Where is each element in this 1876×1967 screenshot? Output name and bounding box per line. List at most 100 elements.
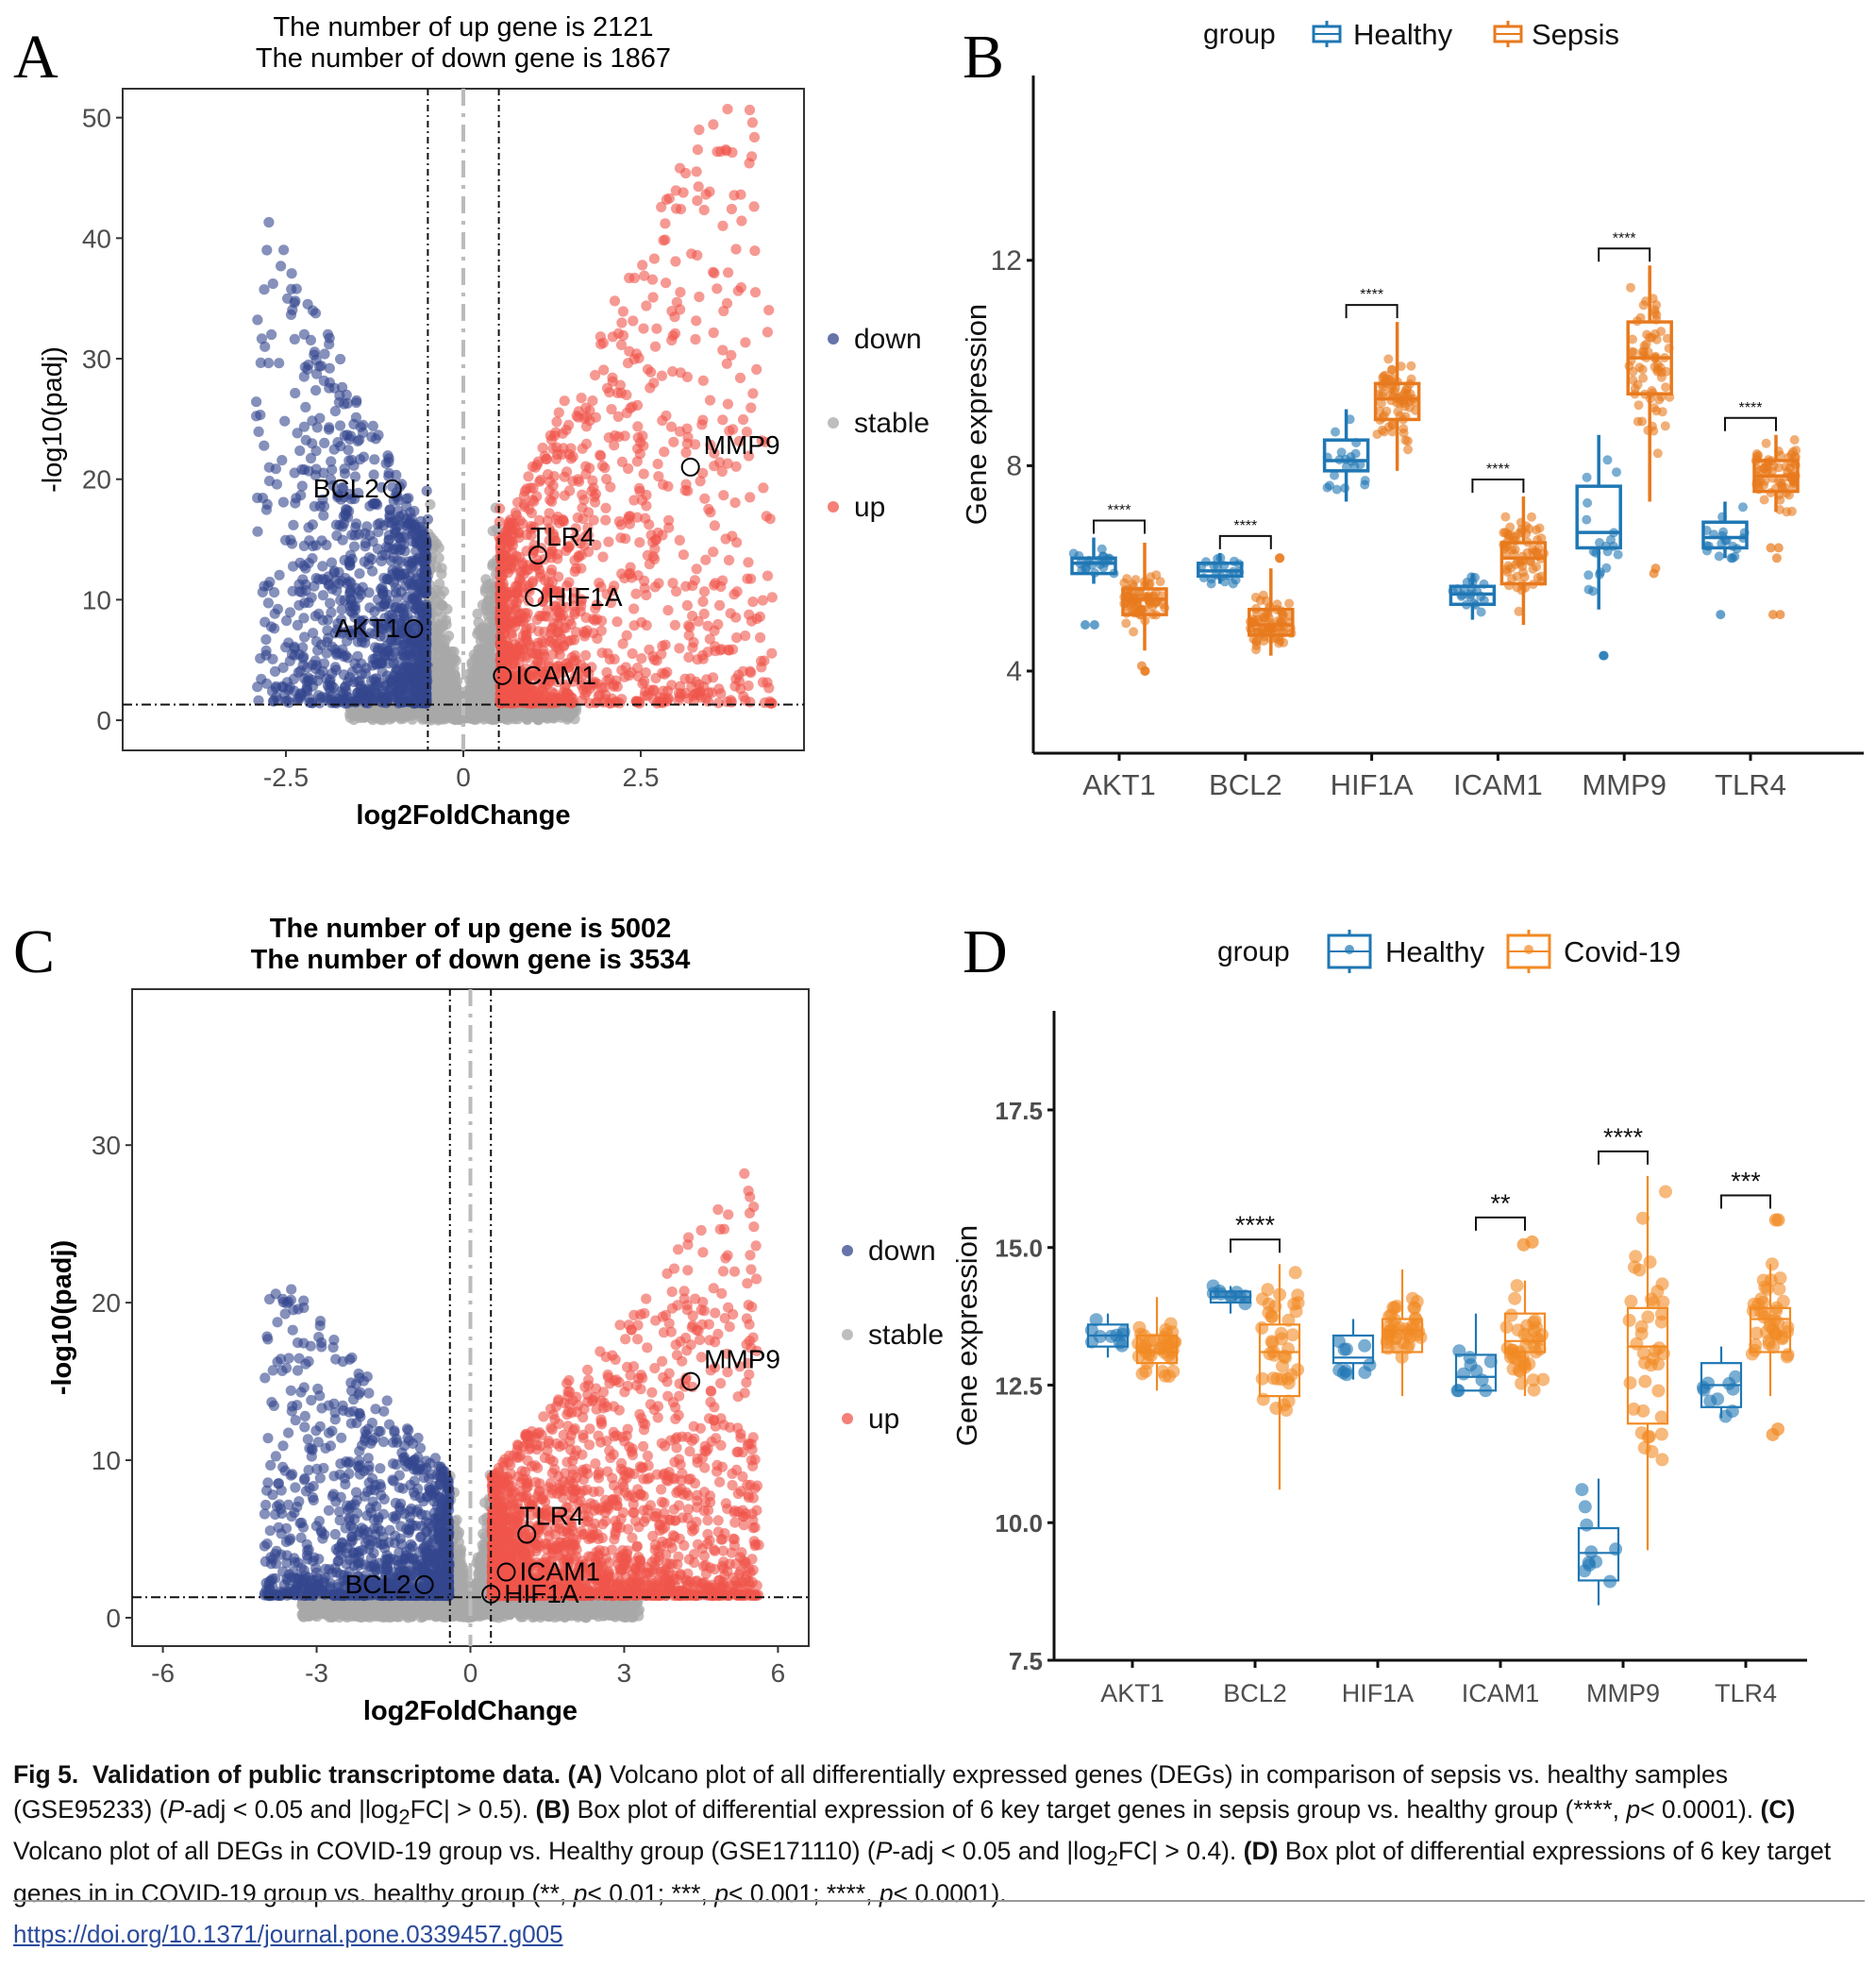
data-point — [1612, 467, 1621, 478]
point-up — [553, 407, 564, 418]
gene-label-mmp9: MMP9 — [704, 430, 780, 460]
x-tick-label: 2.5 — [623, 763, 660, 792]
point-down — [252, 526, 263, 537]
point-down — [400, 580, 411, 592]
point-down — [259, 284, 270, 295]
data-point — [1532, 547, 1542, 558]
point-down — [409, 505, 420, 517]
point-stable — [497, 711, 509, 722]
point-down — [324, 339, 335, 350]
data-point — [1275, 635, 1285, 646]
point-up — [635, 437, 646, 448]
point-up — [515, 567, 527, 579]
data-point — [1761, 438, 1771, 448]
point-stable — [367, 715, 378, 726]
point-stable — [407, 714, 418, 725]
point-down — [341, 389, 352, 400]
data-point — [1393, 407, 1403, 417]
point-up — [512, 642, 524, 653]
point-stable — [435, 599, 446, 611]
point-up — [501, 693, 512, 704]
point-up — [503, 527, 514, 539]
point-up — [505, 561, 516, 572]
point-down — [310, 385, 322, 396]
point-up — [682, 431, 694, 443]
point-stable — [416, 712, 427, 723]
point-up — [632, 421, 644, 432]
point-up — [621, 630, 632, 641]
point-up — [670, 256, 681, 267]
point-down — [322, 625, 333, 636]
point-down — [299, 597, 310, 609]
point-stable — [477, 623, 490, 634]
point-up — [623, 670, 635, 681]
point-up — [748, 201, 760, 212]
data-point — [1532, 562, 1542, 572]
point-up — [565, 618, 577, 630]
point-down — [360, 663, 372, 674]
point-up — [674, 426, 686, 437]
point-up — [494, 593, 506, 604]
data-point — [1759, 495, 1769, 505]
point-down — [325, 597, 336, 609]
figure: A B C D The number of up gene is 2121The… — [13, 12, 1864, 1726]
point-up — [537, 442, 548, 454]
point-up — [669, 311, 680, 323]
point-up — [766, 592, 778, 603]
point-up — [705, 507, 716, 518]
point-up — [686, 681, 697, 693]
point-up — [580, 402, 592, 413]
point-up — [590, 369, 601, 381]
point-up — [674, 162, 686, 174]
data-point — [1582, 472, 1592, 482]
point-down — [339, 463, 350, 475]
point-up — [565, 443, 577, 454]
point-up — [551, 442, 562, 453]
point-stable — [425, 498, 436, 511]
data-point — [1097, 544, 1107, 554]
data-point — [1533, 573, 1543, 583]
point-down — [302, 298, 313, 310]
legend-label-stable: stable — [854, 408, 930, 439]
point-up — [570, 523, 581, 534]
point-up — [596, 460, 609, 472]
point-up — [743, 450, 755, 462]
legend-label-down: down — [854, 324, 922, 355]
significance-bracket — [1093, 519, 1146, 534]
x-axis-label: log2FoldChange — [356, 800, 570, 831]
chart-title-line-2: The number of down gene is 3534 — [251, 945, 691, 975]
significance-bracket — [1598, 247, 1651, 262]
box-healthy-mmp9 — [1575, 434, 1623, 661]
data-point — [1652, 448, 1663, 459]
point-down — [358, 419, 369, 430]
point-down — [345, 598, 358, 610]
outlier-point — [1649, 568, 1659, 579]
point-up — [741, 427, 753, 438]
point-down — [276, 681, 288, 693]
point-up — [641, 489, 652, 501]
data-point — [1502, 566, 1513, 577]
point-down — [255, 653, 266, 664]
point-down — [300, 401, 311, 412]
point-down — [317, 561, 328, 572]
point-stable — [487, 526, 498, 537]
box-healthy-hif1a — [1322, 409, 1370, 502]
point-down — [340, 649, 351, 662]
point-up — [624, 272, 635, 284]
point-down — [377, 693, 388, 704]
point-up — [705, 439, 716, 450]
data-point — [1476, 607, 1486, 617]
point-down — [375, 601, 386, 613]
point-up — [628, 603, 640, 614]
point-up — [667, 578, 678, 589]
panel-label-d: D — [963, 917, 1008, 986]
point-stable — [434, 629, 445, 640]
point-up — [717, 220, 729, 231]
data-point — [1660, 421, 1670, 431]
legend-label-sepsis: Sepsis — [1532, 18, 1619, 51]
point-up — [747, 388, 759, 399]
point-down — [344, 549, 357, 561]
point-down — [296, 480, 308, 492]
point-down — [277, 662, 289, 674]
outlier-point — [1274, 553, 1284, 563]
